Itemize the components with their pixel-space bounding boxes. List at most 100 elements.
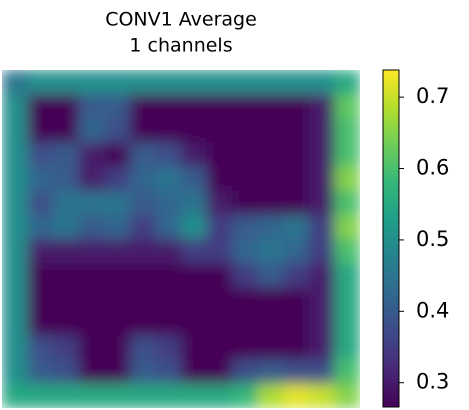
cell [257,287,284,312]
cell [104,335,131,361]
cell [283,142,310,168]
cell [257,239,284,264]
cell [2,166,29,192]
cell [334,311,360,337]
cell [232,311,259,337]
cell [283,118,310,143]
cell [129,190,156,216]
cell [2,118,29,143]
cell [129,239,156,264]
cell [129,70,156,95]
cell [232,166,259,192]
cell [308,214,335,240]
colorbar-tick-label: 0.6 [416,156,449,180]
cell [283,70,310,95]
cell [283,383,310,408]
cell [181,166,208,192]
cell [206,263,233,288]
cell [2,311,29,337]
cell [27,335,54,361]
cell [78,311,105,337]
cell [129,118,156,143]
cell [181,70,208,95]
cell [129,142,156,168]
cell [53,94,80,119]
cell [334,383,360,408]
cell [181,359,208,385]
cell [129,263,156,288]
colorbar-tick-label: 0.3 [416,370,449,394]
cell [155,263,182,288]
colorbar-tick-label: 0.5 [416,227,449,251]
cell [206,383,233,408]
cell [2,359,29,385]
cell [232,70,259,95]
cell [155,239,182,264]
cell [53,263,80,288]
colorbar-tick-label: 0.4 [416,298,449,322]
cell [206,118,233,143]
cell [53,166,80,192]
cell [334,335,360,361]
cell [257,166,284,192]
cell [257,335,284,361]
cell [206,287,233,312]
cell [308,142,335,168]
cell [27,190,54,216]
colorbar [382,69,400,408]
cell [155,94,182,119]
cell [53,118,80,143]
cell [283,311,310,337]
cell [334,190,360,216]
cell [104,383,131,408]
cell [2,239,29,264]
cell [181,190,208,216]
cell [27,118,54,143]
cell [78,190,105,216]
cell [2,383,29,408]
cell [53,335,80,361]
cell [283,359,310,385]
cell [181,311,208,337]
cell [181,287,208,312]
cells [2,70,360,408]
cell [308,190,335,216]
cell [129,287,156,312]
cell [283,263,310,288]
cell [155,383,182,408]
cell [53,383,80,408]
cell [27,142,54,168]
cell [257,359,284,385]
cell [78,142,105,168]
cell [232,263,259,288]
cell [78,118,105,143]
cell [206,214,233,240]
cell [104,311,131,337]
cell [27,214,54,240]
cell [78,214,105,240]
cell [155,142,182,168]
cell [2,94,29,119]
cell [53,359,80,385]
cell [334,166,360,192]
cell [155,118,182,143]
cell [334,359,360,385]
cell [2,190,29,216]
cell [206,335,233,361]
cell [308,359,335,385]
cell [129,214,156,240]
chart-subtitle: 1 channels [129,35,232,57]
cell [334,70,360,95]
cell [206,70,233,95]
cell [27,287,54,312]
cell [206,166,233,192]
cell [155,311,182,337]
cell [129,383,156,408]
cell [232,359,259,385]
cell [257,190,284,216]
cell [308,118,335,143]
cell [104,118,131,143]
cell [104,142,131,168]
cell [78,359,105,385]
